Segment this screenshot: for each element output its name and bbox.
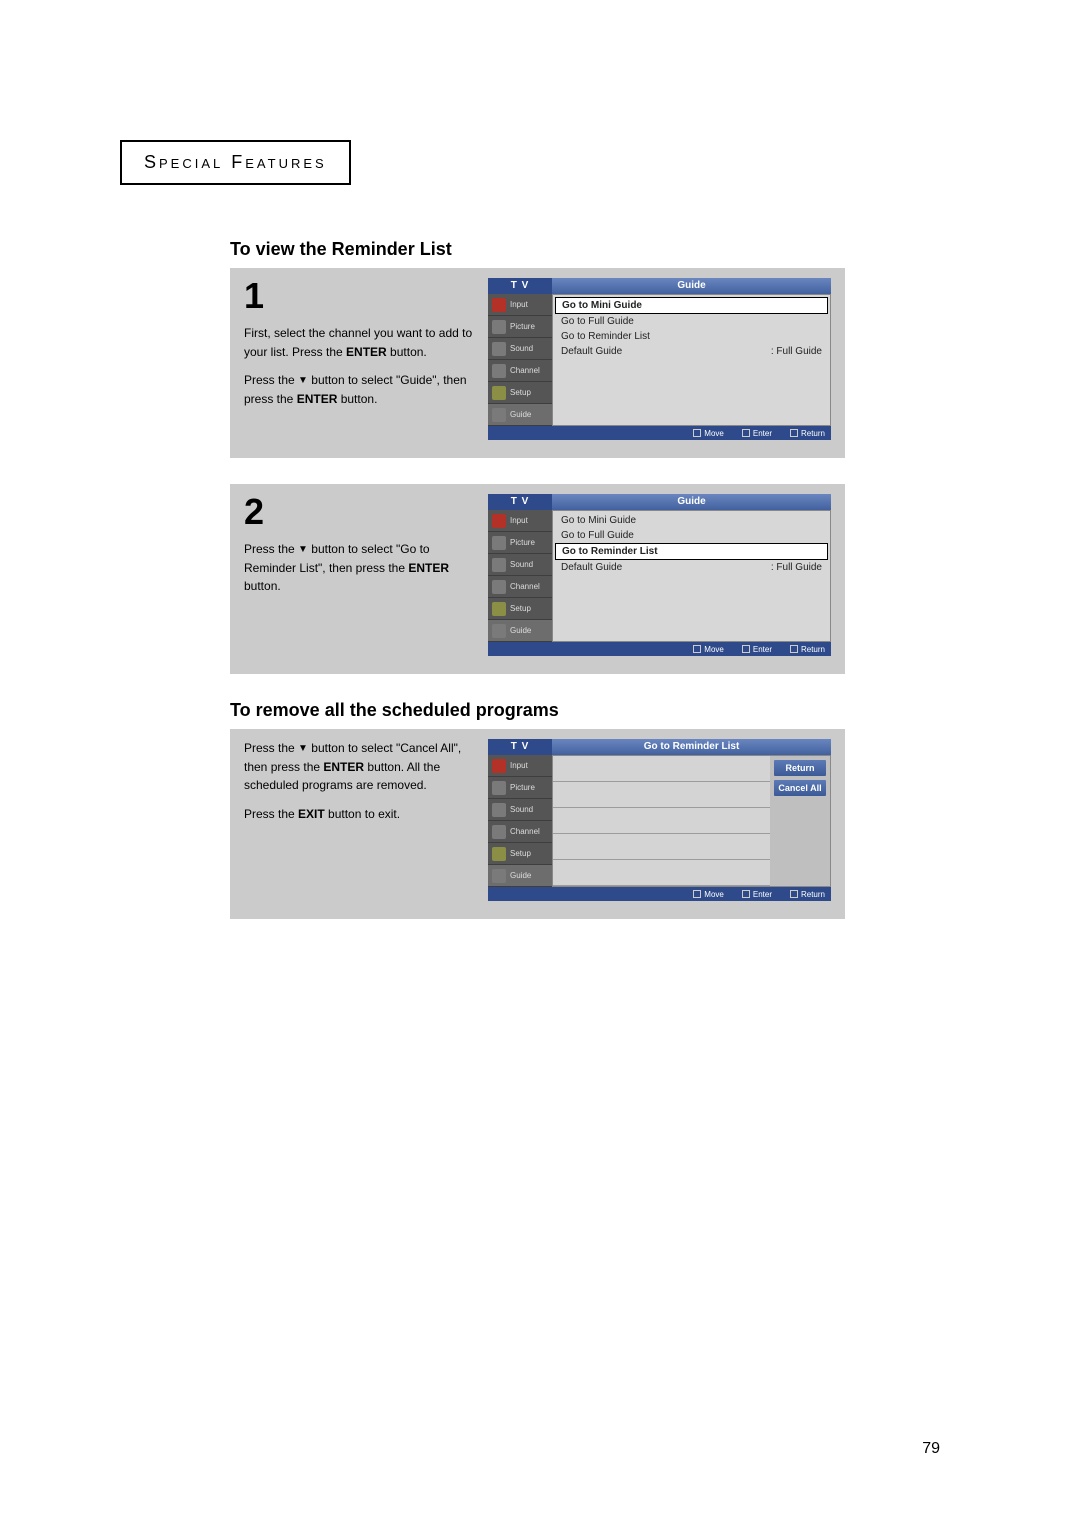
tv-menu-screenshot-1: T V Guide Input Picture Sound Channel Se…: [488, 278, 831, 440]
move-icon: [693, 890, 701, 898]
menu-option-selected: Go to Reminder List: [555, 543, 828, 560]
tv-body: Input Picture Sound Channel Setup Guide: [488, 755, 831, 887]
reminder-row: [553, 756, 770, 782]
enter-icon: [742, 645, 750, 653]
channel-icon: [492, 825, 506, 839]
reminder-row: [553, 860, 770, 886]
channel-icon: [492, 580, 506, 594]
reminder-row: [553, 782, 770, 808]
instruction-col: Press the ▼ button to select "Cancel All…: [244, 739, 474, 901]
menu-option-default: Default Guide : Full Guide: [555, 560, 828, 575]
down-arrow-icon: ▼: [298, 741, 308, 757]
instruction-text: Press the ▼ button to select "Cancel All…: [244, 739, 474, 823]
step-block-3: Press the ▼ button to select "Cancel All…: [230, 729, 845, 919]
return-icon: [790, 890, 798, 898]
guide-icon: [492, 624, 506, 638]
section-title-2: To remove all the scheduled programs: [230, 700, 940, 721]
tv-header-left: T V: [488, 278, 552, 294]
tv-header-left: T V: [488, 739, 552, 755]
menu-option: Go to Reminder List: [555, 329, 828, 344]
page: Special Features To view the Reminder Li…: [0, 0, 1080, 1528]
tv-header: T V Guide: [488, 494, 831, 510]
tv-main-panel: Go to Mini Guide Go to Full Guide Go to …: [552, 510, 831, 642]
tv-body: Input Picture Sound Channel Setup Guide …: [488, 510, 831, 642]
menu-option-selected: Go to Mini Guide: [555, 297, 828, 314]
step-number: 1: [244, 278, 474, 314]
page-number: 79: [922, 1440, 940, 1458]
picture-icon: [492, 536, 506, 550]
cancel-all-button[interactable]: Cancel All: [774, 780, 826, 796]
tv-footer: Move Enter Return: [488, 426, 831, 440]
return-icon: [790, 429, 798, 437]
reminder-buttons: Return Cancel All: [770, 756, 830, 886]
tv-sidebar: Input Picture Sound Channel Setup Guide: [488, 755, 552, 887]
picture-icon: [492, 320, 506, 334]
enter-icon: [742, 429, 750, 437]
instruction-col: 1 First, select the channel you want to …: [244, 278, 474, 440]
tv-header-left: T V: [488, 494, 552, 510]
down-arrow-icon: ▼: [298, 542, 308, 558]
menu-option: Go to Mini Guide: [555, 513, 828, 528]
tv-body: Input Picture Sound Channel Setup Guide …: [488, 294, 831, 426]
tv-menu-screenshot-3: T V Go to Reminder List Input Picture So…: [488, 739, 831, 901]
guide-icon: [492, 869, 506, 883]
enter-icon: [742, 890, 750, 898]
tv-main-panel: Go to Mini Guide Go to Full Guide Go to …: [552, 294, 831, 426]
channel-icon: [492, 364, 506, 378]
tv-header-right: Guide: [552, 278, 831, 294]
sound-icon: [492, 558, 506, 572]
step-number: 2: [244, 494, 474, 530]
move-icon: [693, 645, 701, 653]
move-icon: [693, 429, 701, 437]
input-icon: [492, 514, 506, 528]
chapter-title: Special Features: [144, 152, 327, 173]
tv-sidebar: Input Picture Sound Channel Setup Guide: [488, 510, 552, 642]
tv-header-right: Guide: [552, 494, 831, 510]
down-arrow-icon: ▼: [298, 373, 308, 389]
step-block-2: 2 Press the ▼ button to select "Go to Re…: [230, 484, 845, 674]
menu-option: Go to Full Guide: [555, 314, 828, 329]
input-icon: [492, 759, 506, 773]
step-block-1: 1 First, select the channel you want to …: [230, 268, 845, 458]
tv-header-right: Go to Reminder List: [552, 739, 831, 755]
reminder-rows: [553, 756, 770, 886]
return-button[interactable]: Return: [774, 760, 826, 776]
tv-menu-screenshot-2: T V Guide Input Picture Sound Channel Se…: [488, 494, 831, 656]
tv-header: T V Go to Reminder List: [488, 739, 831, 755]
chapter-box: Special Features: [120, 140, 351, 185]
reminder-row: [553, 834, 770, 860]
instruction-col: 2 Press the ▼ button to select "Go to Re…: [244, 494, 474, 656]
section-title-1: To view the Reminder List: [230, 239, 940, 260]
reminder-row: [553, 808, 770, 834]
setup-icon: [492, 847, 506, 861]
menu-option-default: Default Guide : Full Guide: [555, 344, 828, 359]
return-icon: [790, 645, 798, 653]
tv-sidebar: Input Picture Sound Channel Setup Guide: [488, 294, 552, 426]
input-icon: [492, 298, 506, 312]
reminder-list-panel: Return Cancel All: [552, 755, 831, 887]
tv-footer: Move Enter Return: [488, 642, 831, 656]
sound-icon: [492, 342, 506, 356]
sound-icon: [492, 803, 506, 817]
setup-icon: [492, 386, 506, 400]
instruction-text: First, select the channel you want to ad…: [244, 324, 474, 408]
instruction-text: Press the ▼ button to select "Go to Remi…: [244, 540, 474, 596]
tv-footer: Move Enter Return: [488, 887, 831, 901]
picture-icon: [492, 781, 506, 795]
menu-option: Go to Full Guide: [555, 528, 828, 543]
setup-icon: [492, 602, 506, 616]
guide-icon: [492, 408, 506, 422]
tv-header: T V Guide: [488, 278, 831, 294]
